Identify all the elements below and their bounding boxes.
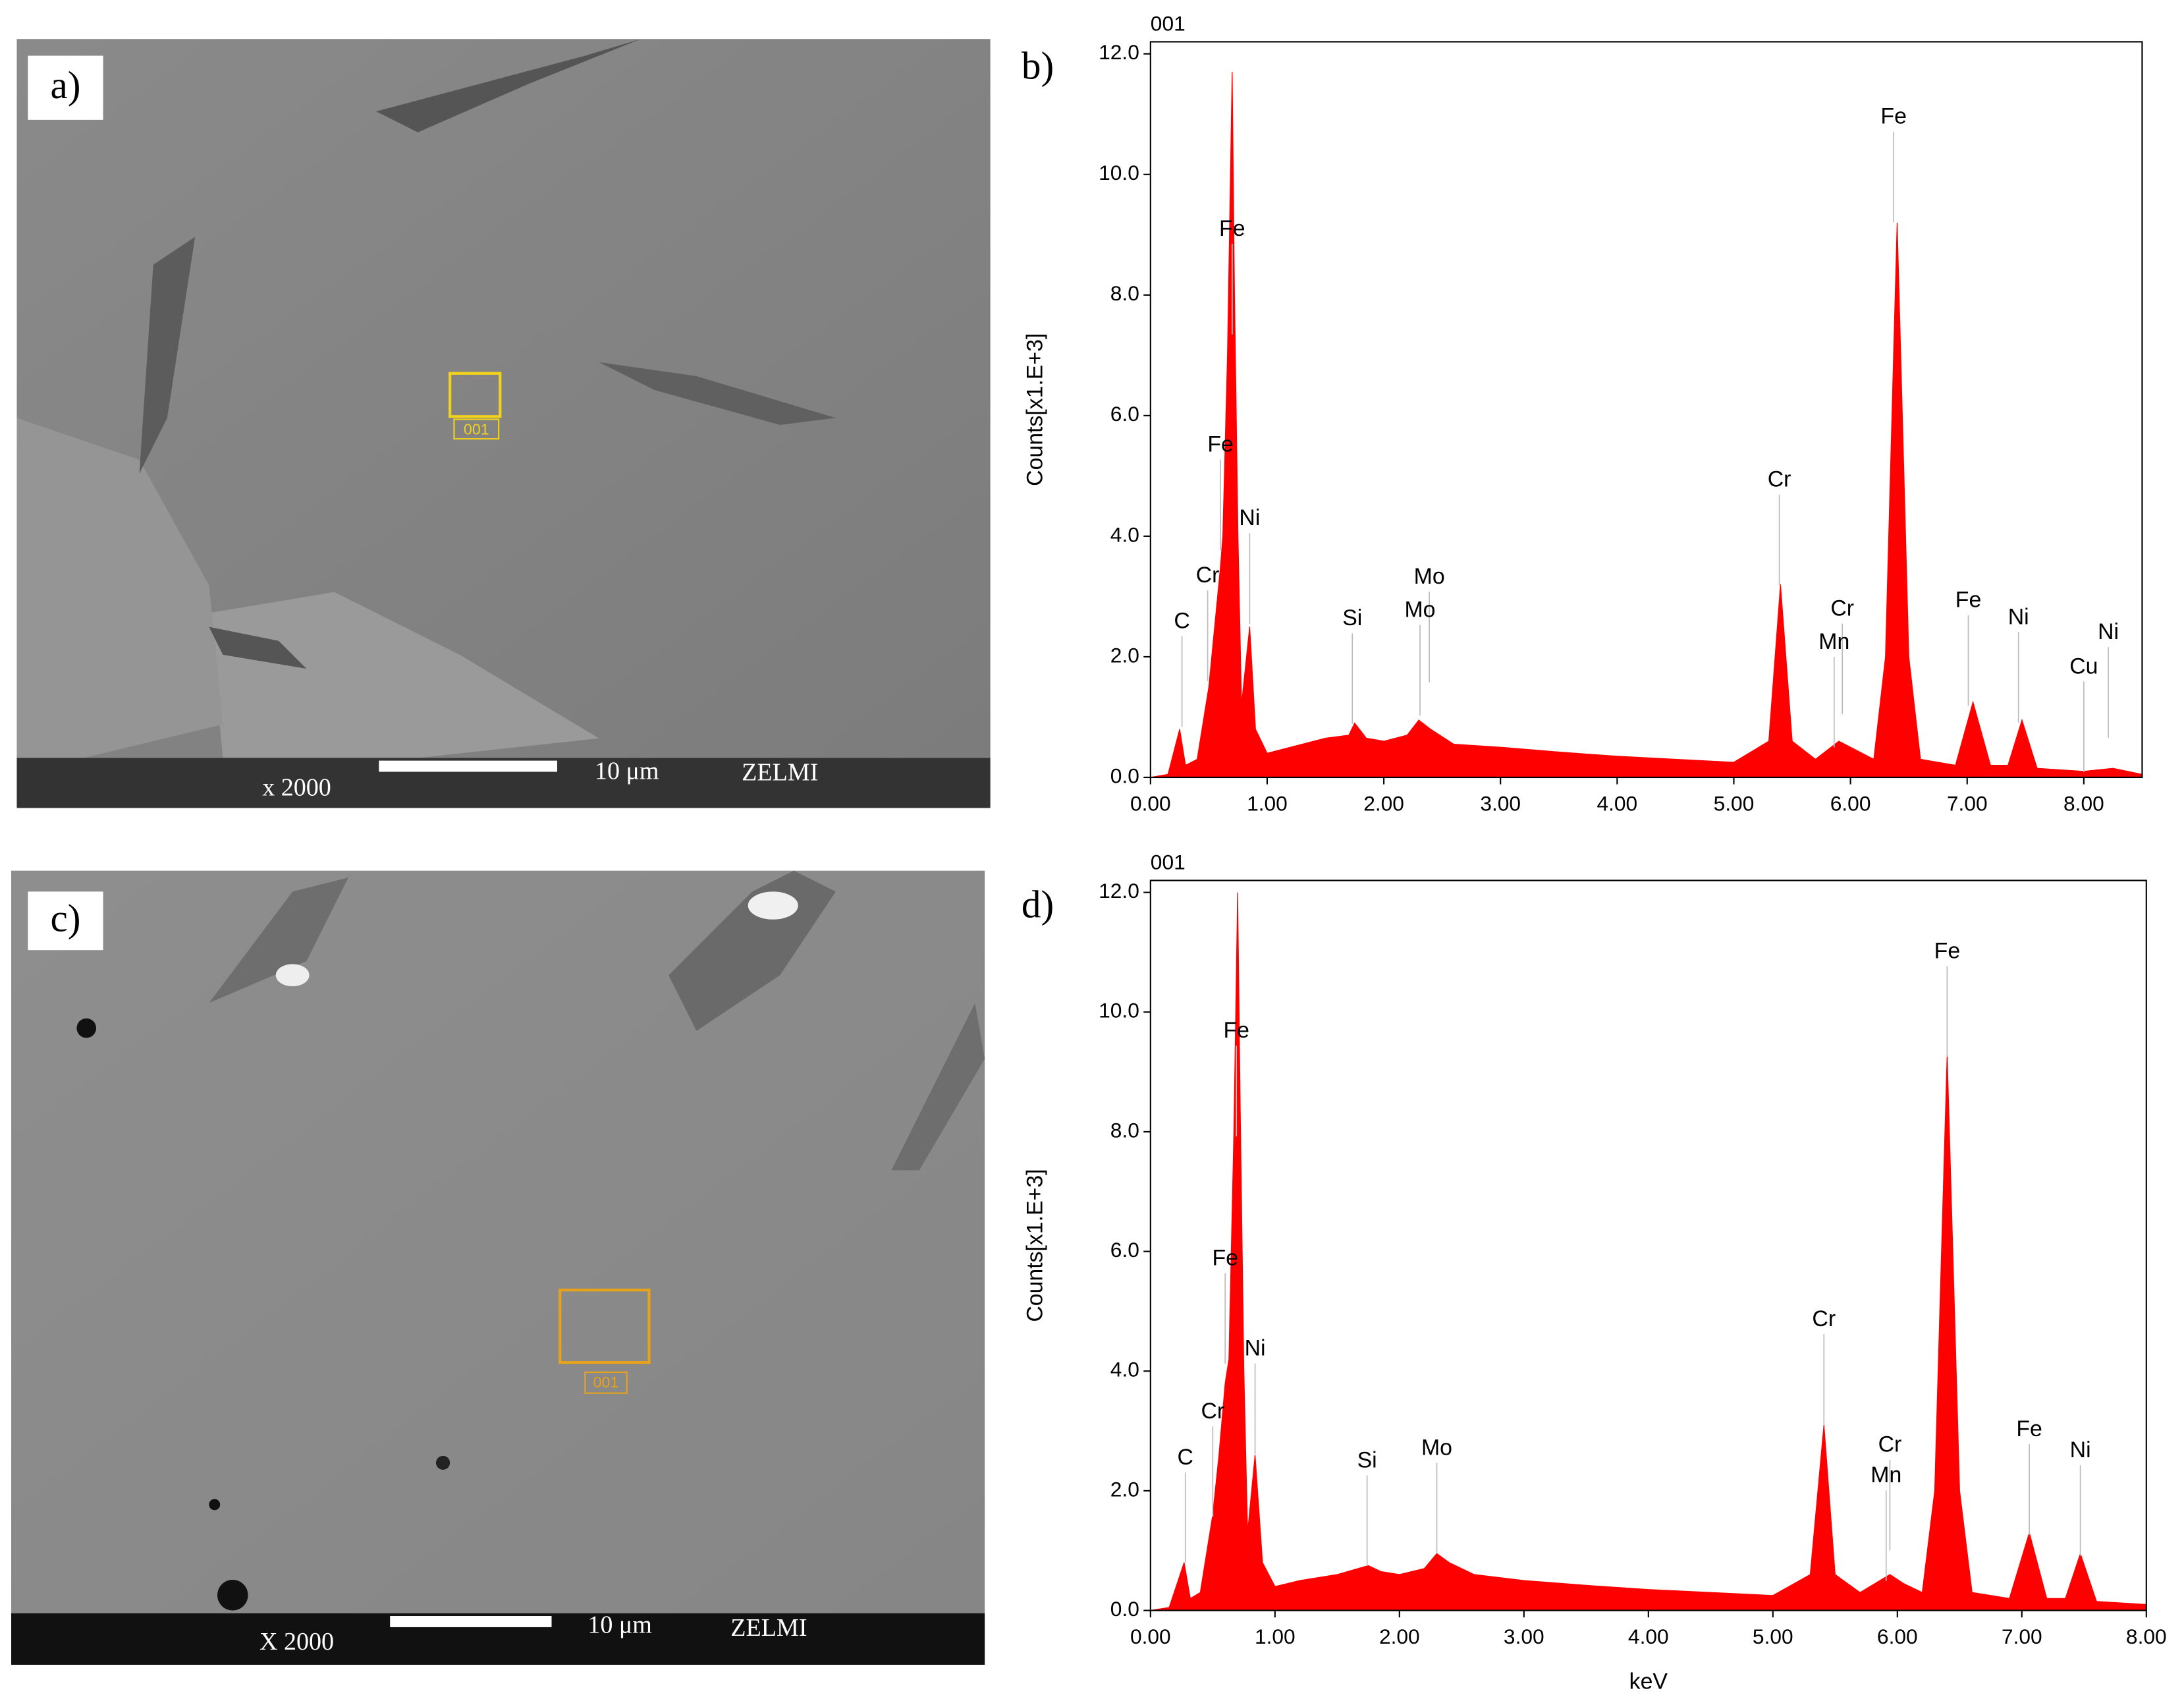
plot-frame: [1149, 879, 2147, 1611]
peak-label: Cr: [1812, 1306, 1836, 1331]
peak-label: Fe: [1207, 432, 1233, 457]
peak-label: Fe: [2016, 1416, 2042, 1441]
y-tick-label: 12.0: [1099, 40, 1139, 64]
y-tick-label: 2.0: [1110, 643, 1139, 667]
y-tick-label: 10.0: [1099, 999, 1139, 1022]
y-tick-label: 10.0: [1099, 161, 1139, 184]
x-tick-label: 3.00: [1480, 792, 1521, 816]
magnification: X 2000: [259, 1628, 334, 1656]
region-label: 001: [464, 421, 489, 438]
y-tick-label: 0.0: [1110, 1597, 1139, 1621]
peak-label: Mn: [1870, 1463, 1901, 1488]
peak-label: Cr: [1201, 1399, 1224, 1424]
sem-image: [16, 39, 991, 808]
x-tick-label: 6.00: [1877, 1625, 1918, 1648]
chart-title: 001: [1151, 850, 1186, 874]
magnification: x 2000: [262, 774, 331, 802]
peak-label: Fe: [1934, 938, 1960, 963]
x-tick-label: 3.00: [1504, 1625, 1544, 1648]
peak-label: Ni: [2098, 619, 2119, 644]
peak-label: Mo: [1404, 597, 1435, 622]
x-axis-label: keV: [1629, 1669, 1668, 1694]
x-tick-label: 8.00: [2126, 1625, 2167, 1648]
peak-label: Fe: [1880, 104, 1906, 129]
peak-label: Mo: [1414, 564, 1445, 589]
peak-label: Ni: [2008, 604, 2029, 629]
scale-label: 10 μm: [587, 1611, 652, 1639]
x-tick-label: 1.00: [1255, 1625, 1296, 1648]
peak-label: Fe: [1219, 216, 1245, 241]
spectrum-area: [1150, 892, 2147, 1611]
y-tick-label: 4.0: [1110, 1358, 1139, 1381]
y-tick-label: 6.0: [1110, 402, 1139, 426]
peak-label: Cr: [1196, 563, 1220, 588]
x-tick-label: 5.00: [1714, 792, 1755, 816]
lab-label: ZELMI: [730, 1614, 807, 1642]
peak-label: Mn: [1818, 629, 1849, 654]
sem-image: [11, 870, 985, 1665]
peak-label: Fe: [1955, 588, 1981, 613]
y-axis-label: Counts[x1.E+3]: [1022, 333, 1047, 486]
peak-label: Cr: [1830, 596, 1854, 621]
x-tick-label: 0.00: [1130, 792, 1171, 816]
x-tick-label: 7.00: [1947, 792, 1988, 816]
plot-frame: [1149, 41, 2143, 779]
y-tick-label: 12.0: [1099, 879, 1139, 903]
x-tick-label: 0.00: [1130, 1625, 1171, 1648]
x-tick-label: 8.00: [2063, 792, 2104, 816]
peak-label: Fe: [1223, 1018, 1249, 1043]
lab-label: ZELMI: [742, 758, 818, 786]
x-tick-label: 6.00: [1830, 792, 1871, 816]
panel-label: d): [1022, 882, 1054, 926]
x-tick-label: 7.00: [2002, 1625, 2042, 1648]
y-tick-label: 6.0: [1110, 1238, 1139, 1262]
panel-label: a): [50, 63, 80, 107]
peak-label: Cr: [1768, 467, 1791, 492]
spectrum-area: [1150, 72, 2143, 778]
x-tick-label: 2.00: [1379, 1625, 1420, 1648]
panel-label: b): [1022, 43, 1054, 87]
region-label: 001: [593, 1374, 619, 1391]
y-tick-label: 4.0: [1110, 522, 1139, 546]
scale-label: 10 μm: [595, 757, 659, 785]
x-tick-label: 4.00: [1628, 1625, 1669, 1648]
peak-label: Si: [1342, 605, 1362, 630]
peak-label: Fe: [1212, 1245, 1238, 1270]
panel-label: c): [50, 896, 80, 939]
peak-label: Mo: [1421, 1435, 1452, 1460]
y-tick-label: 8.0: [1110, 1118, 1139, 1142]
x-tick-label: 4.00: [1597, 792, 1637, 816]
peak-label: Si: [1357, 1447, 1377, 1472]
chart-title: 001: [1151, 11, 1186, 35]
peak-label: Ni: [1245, 1335, 1266, 1360]
peak-label: C: [1178, 1445, 1193, 1470]
y-tick-label: 8.0: [1110, 281, 1139, 305]
peak-label: Cr: [1878, 1432, 1902, 1457]
x-tick-label: 1.00: [1247, 792, 1288, 816]
peak-label: Ni: [1239, 505, 1260, 530]
y-tick-label: 0.0: [1110, 764, 1139, 787]
peak-label: Ni: [2070, 1437, 2091, 1463]
peak-label: C: [1174, 609, 1189, 634]
x-tick-label: 5.00: [1753, 1625, 1793, 1648]
y-tick-label: 2.0: [1110, 1477, 1139, 1501]
x-tick-label: 2.00: [1363, 792, 1404, 816]
peak-label: Cu: [2069, 654, 2098, 679]
y-axis-label: Counts[x1.E+3]: [1022, 1169, 1047, 1322]
